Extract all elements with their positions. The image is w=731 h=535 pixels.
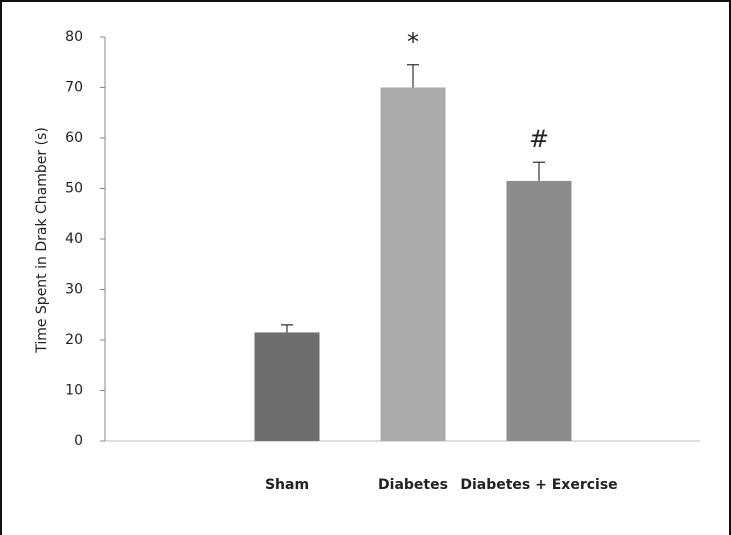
page: {"chart_data": {"type": "bar", "y_label"…	[0, 0, 731, 535]
y-tick-label: 40	[65, 231, 83, 247]
error-bar	[281, 325, 293, 333]
error-bar	[407, 65, 419, 88]
y-tick-label: 10	[65, 383, 83, 399]
bar	[381, 88, 446, 442]
x-tick-label: Diabetes + Exercise	[460, 477, 617, 493]
frame	[1, 1, 730, 535]
y-tick-label: 70	[65, 80, 83, 96]
annotation: #	[529, 125, 549, 153]
y-tick-label: 60	[65, 130, 83, 146]
bar	[507, 181, 572, 441]
y-tick-label: 80	[65, 29, 83, 45]
x-tick-label: Diabetes	[378, 477, 448, 493]
x-tick-label: Sham	[265, 477, 309, 493]
y-tick-label: 30	[65, 282, 83, 298]
y-tick-label: 50	[65, 181, 83, 197]
y-tick-label: 0	[74, 433, 83, 449]
bar	[255, 332, 320, 441]
chart: Time Spent in Drak Chamber (s) 0 10 20 30 40…	[0, 0, 731, 535]
annotation: *	[407, 28, 419, 56]
error-bar	[533, 162, 545, 181]
y-tick-label: 20	[65, 332, 83, 348]
y-axis-label: Time Spent in Drak Chamber (s)	[34, 127, 50, 354]
